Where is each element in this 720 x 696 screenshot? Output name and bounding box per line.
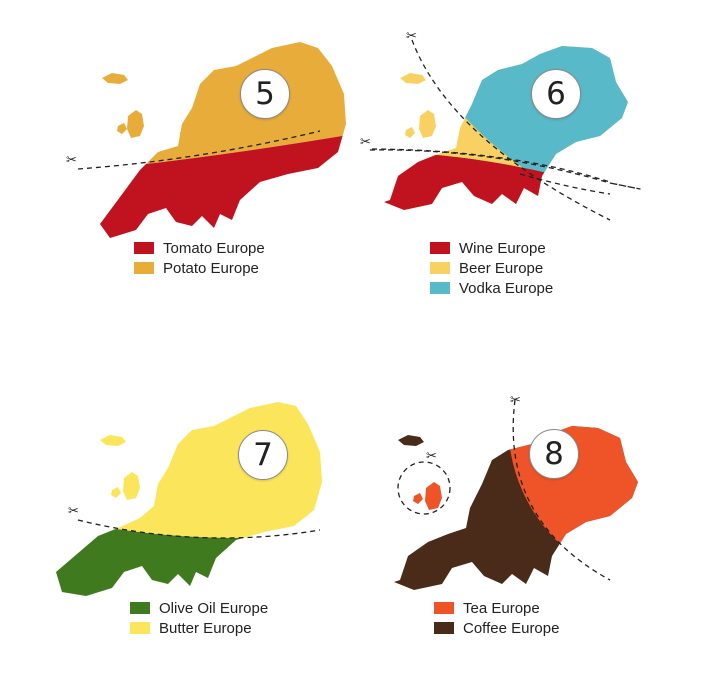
cut-line (411, 39, 611, 221)
legend: Tomato Europe Potato Europe (134, 238, 265, 278)
europe-map-8: ✂ ✂ (394, 393, 638, 590)
cut-line (512, 399, 611, 581)
cut-line (369, 149, 641, 190)
legend-swatch (434, 622, 454, 634)
scissors-icon: ✂ (360, 135, 371, 150)
scissors-icon: ✂ (68, 504, 79, 519)
map-panel-5: ✂ 5 Tomato Europe Potato Europe (0, 0, 360, 300)
legend-label: Olive Oil Europe (159, 599, 269, 617)
scissors-icon: ✂ (510, 393, 521, 408)
legend-item: Tomato Europe (134, 238, 265, 258)
europe-map-6: ✂ ✂ (360, 29, 641, 221)
legend-item: Wine Europe (430, 238, 553, 258)
scissors-icon: ✂ (426, 449, 437, 464)
number-badge: 8 (529, 429, 579, 479)
legend-item: Tea Europe (434, 598, 559, 618)
cut-line (77, 130, 321, 170)
map-panel-8: ✂ ✂ 8 Tea Europe Coffee Europe (360, 360, 720, 660)
cut-circle (397, 461, 451, 515)
europe-map-5: ✂ (66, 42, 346, 238)
legend-swatch (130, 602, 150, 614)
legend-swatch (130, 622, 150, 634)
number-badge: 7 (238, 430, 288, 480)
legend-item: Vodka Europe (430, 278, 553, 298)
cut-line (371, 148, 611, 183)
map-panel-6: ✂ ✂ 6 Wine Europe Beer Europe Vodka Euro… (360, 0, 720, 320)
legend-swatch (430, 242, 450, 254)
legend-item: Coffee Europe (434, 618, 559, 638)
legend: Wine Europe Beer Europe Vodka Europe (430, 238, 553, 298)
legend-label: Wine Europe (459, 239, 546, 257)
british-isles-tea-region (413, 482, 442, 510)
cut-line (519, 173, 611, 195)
legend-label: Tomato Europe (163, 239, 265, 257)
legend-label: Coffee Europe (463, 619, 560, 637)
legend-swatch (430, 262, 450, 274)
legend-item: Butter Europe (130, 618, 268, 638)
legend-label: Potato Europe (163, 259, 259, 277)
legend-swatch (134, 262, 154, 274)
legend-label: Vodka Europe (459, 279, 554, 297)
legend: Olive Oil Europe Butter Europe (130, 598, 268, 638)
legend-swatch (434, 602, 454, 614)
legend: Tea Europe Coffee Europe (434, 598, 559, 638)
cut-line (77, 519, 321, 539)
number-badge: 5 (240, 69, 290, 119)
legend-item: Olive Oil Europe (130, 598, 268, 618)
europe-map-7: ✂ (56, 402, 322, 596)
legend-label: Tea Europe (463, 599, 540, 617)
map-panel-7: ✂ 7 Olive Oil Europe Butter Europe (0, 360, 360, 660)
legend-swatch (430, 282, 450, 294)
scissors-icon: ✂ (66, 153, 77, 168)
number-badge: 6 (531, 69, 581, 119)
legend-label: Beer Europe (459, 259, 544, 277)
legend-label: Butter Europe (159, 619, 252, 637)
legend-item: Beer Europe (430, 258, 553, 278)
legend-swatch (134, 242, 154, 254)
scissors-icon: ✂ (406, 29, 417, 44)
legend-item: Potato Europe (134, 258, 265, 278)
